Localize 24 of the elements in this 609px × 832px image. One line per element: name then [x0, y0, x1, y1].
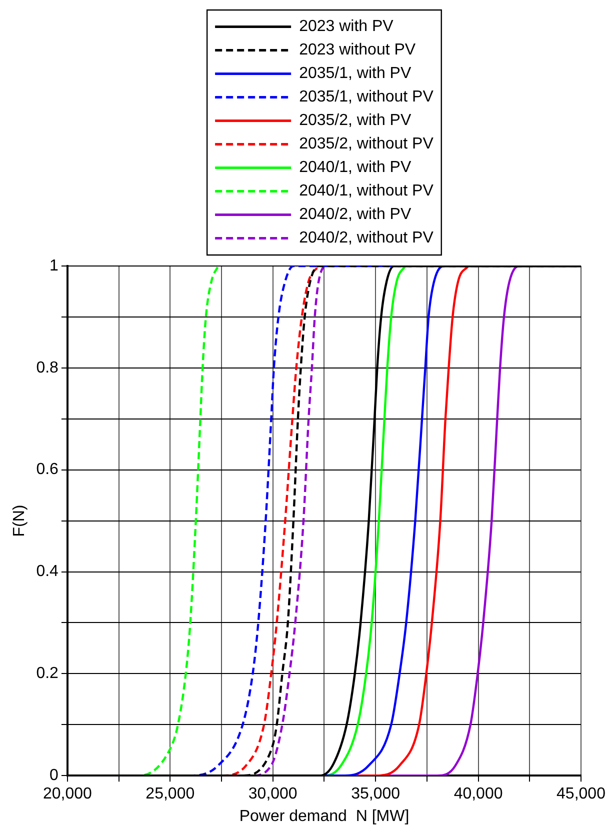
legend-label: 2040/1, with PV — [299, 159, 412, 176]
x-tick-label: 25,000 — [146, 786, 195, 803]
y-tick-label: 1 — [50, 257, 59, 274]
x-tick-label: 20,000 — [42, 786, 92, 803]
legend-label: 2023 without PV — [299, 42, 416, 59]
x-tick-label: 40,000 — [454, 786, 503, 803]
x-tick-label: 30,000 — [248, 786, 298, 803]
legend-label: 2035/1, without PV — [299, 88, 434, 106]
legend-label: 2035/2, without PV — [299, 136, 434, 153]
x-axis-title: Power demand N [MW] — [239, 808, 410, 825]
x-tick-label: 35,000 — [351, 786, 400, 803]
y-tick-label: 0 — [50, 767, 59, 784]
legend-label: 2023 with PV — [299, 18, 394, 36]
x-tick-label: 45,000 — [556, 786, 606, 803]
y-tick-label: 0.2 — [36, 665, 59, 682]
y-axis-title: F(N) — [11, 504, 28, 537]
legend-label: 2040/2, without PV — [299, 230, 434, 247]
y-tick-label: 0.8 — [36, 359, 59, 376]
legend-label: 2035/2, with PV — [299, 112, 412, 130]
y-tick-label: 0.4 — [36, 563, 59, 580]
legend-label: 2035/1, with PV — [299, 65, 412, 82]
legend-label: 2040/1, without PV — [299, 182, 434, 200]
legend-label: 2040/2, with PV — [299, 206, 412, 224]
y-tick-label: 0.6 — [36, 461, 59, 478]
